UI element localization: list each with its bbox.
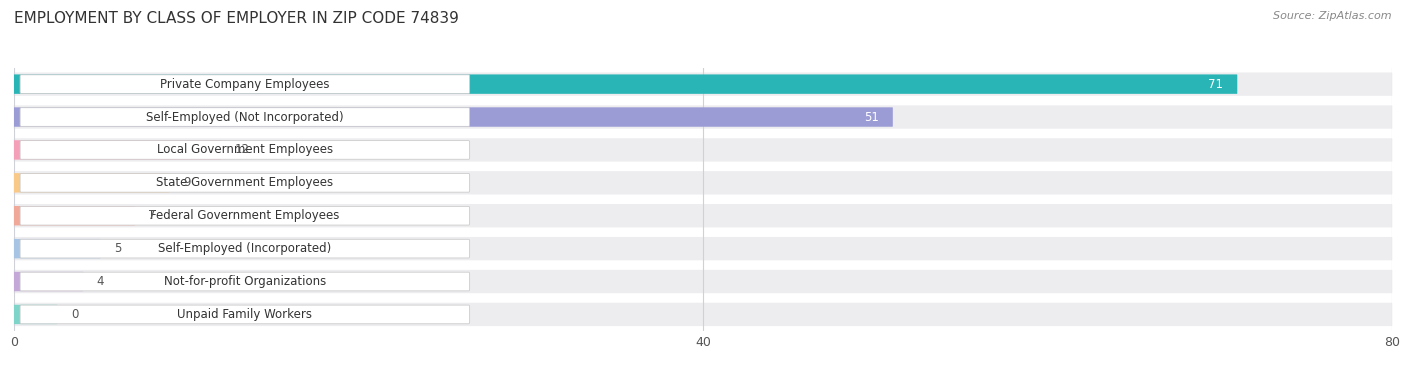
Text: Local Government Employees: Local Government Employees <box>157 143 333 156</box>
Text: Source: ZipAtlas.com: Source: ZipAtlas.com <box>1274 11 1392 21</box>
Text: Private Company Employees: Private Company Employees <box>160 77 329 91</box>
FancyBboxPatch shape <box>14 237 1392 260</box>
FancyBboxPatch shape <box>20 108 470 126</box>
FancyBboxPatch shape <box>14 138 1392 162</box>
FancyBboxPatch shape <box>14 105 1392 129</box>
FancyBboxPatch shape <box>14 140 221 160</box>
Text: Self-Employed (Incorporated): Self-Employed (Incorporated) <box>159 242 332 255</box>
FancyBboxPatch shape <box>14 272 83 291</box>
FancyBboxPatch shape <box>14 171 1392 194</box>
FancyBboxPatch shape <box>20 173 470 192</box>
Text: 5: 5 <box>114 242 121 255</box>
Text: 4: 4 <box>97 275 104 288</box>
Text: 7: 7 <box>149 209 156 222</box>
Text: Unpaid Family Workers: Unpaid Family Workers <box>177 308 312 321</box>
FancyBboxPatch shape <box>20 305 470 324</box>
FancyBboxPatch shape <box>14 74 1237 94</box>
FancyBboxPatch shape <box>14 303 1392 326</box>
Text: Self-Employed (Not Incorporated): Self-Employed (Not Incorporated) <box>146 111 343 124</box>
FancyBboxPatch shape <box>14 305 58 324</box>
FancyBboxPatch shape <box>14 239 100 258</box>
Text: 0: 0 <box>70 308 79 321</box>
FancyBboxPatch shape <box>20 272 470 291</box>
Text: Federal Government Employees: Federal Government Employees <box>150 209 339 222</box>
Text: EMPLOYMENT BY CLASS OF EMPLOYER IN ZIP CODE 74839: EMPLOYMENT BY CLASS OF EMPLOYER IN ZIP C… <box>14 11 458 26</box>
Text: 71: 71 <box>1208 77 1223 91</box>
FancyBboxPatch shape <box>14 204 1392 227</box>
FancyBboxPatch shape <box>20 75 470 94</box>
FancyBboxPatch shape <box>14 173 169 193</box>
FancyBboxPatch shape <box>20 206 470 225</box>
Text: 51: 51 <box>863 111 879 124</box>
FancyBboxPatch shape <box>14 73 1392 96</box>
FancyBboxPatch shape <box>20 239 470 258</box>
Text: 9: 9 <box>183 176 190 190</box>
FancyBboxPatch shape <box>14 270 1392 293</box>
FancyBboxPatch shape <box>20 141 470 159</box>
Text: 12: 12 <box>235 143 249 156</box>
Text: Not-for-profit Organizations: Not-for-profit Organizations <box>163 275 326 288</box>
Text: State Government Employees: State Government Employees <box>156 176 333 190</box>
FancyBboxPatch shape <box>14 107 893 127</box>
FancyBboxPatch shape <box>14 206 135 226</box>
